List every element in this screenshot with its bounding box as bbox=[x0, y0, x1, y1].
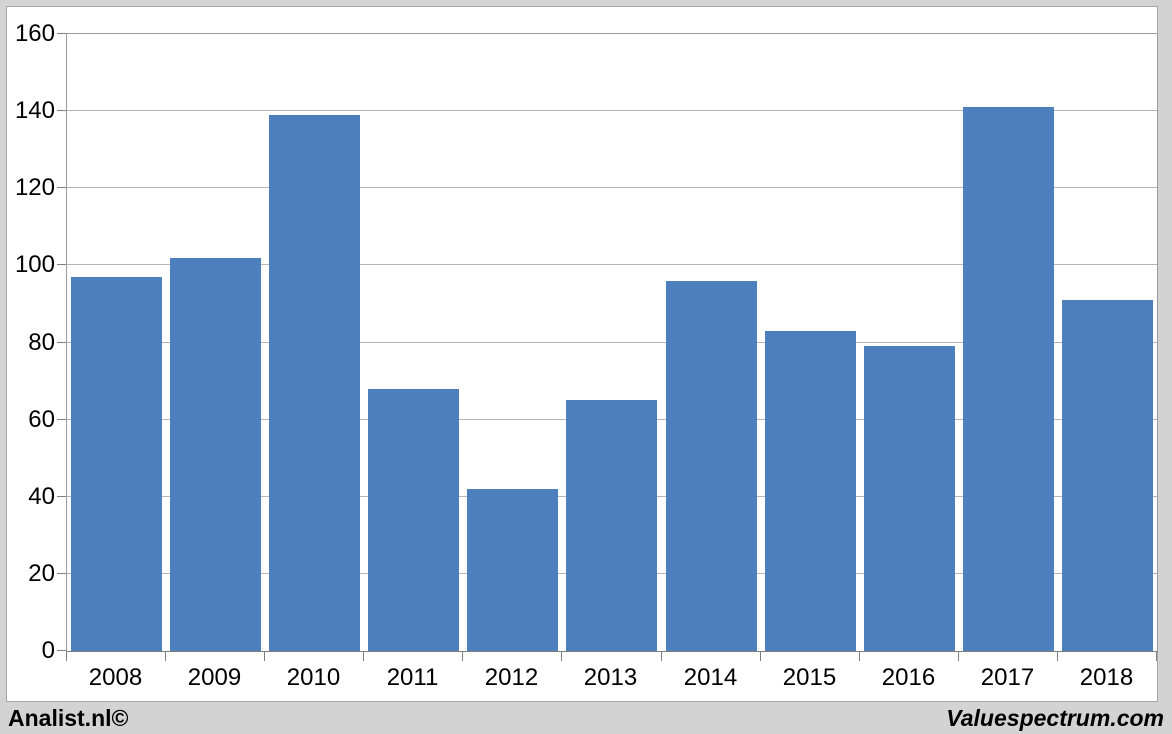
y-tick-60 bbox=[57, 419, 66, 420]
gridline-100 bbox=[67, 264, 1157, 266]
y-tick-100 bbox=[57, 264, 66, 265]
y-axis-label-160: 160 bbox=[14, 20, 55, 47]
x-tick-2 bbox=[264, 652, 265, 661]
bar-2013 bbox=[566, 400, 657, 651]
x-tick-11 bbox=[1156, 652, 1157, 661]
y-tick-80 bbox=[57, 342, 66, 343]
bar-2011 bbox=[368, 389, 459, 651]
y-axis-label-0: 0 bbox=[41, 637, 55, 664]
y-axis-label-140: 140 bbox=[14, 97, 55, 124]
x-tick-3 bbox=[363, 652, 364, 661]
gridline-140 bbox=[67, 110, 1157, 112]
y-tick-140 bbox=[57, 110, 66, 111]
y-axis-label-120: 120 bbox=[14, 174, 55, 201]
x-tick-8 bbox=[859, 652, 860, 661]
x-axis-label-2014: 2014 bbox=[683, 664, 738, 691]
y-axis-label-80: 80 bbox=[28, 329, 55, 356]
x-tick-5 bbox=[561, 652, 562, 661]
bar-2010 bbox=[269, 115, 360, 651]
x-tick-0 bbox=[66, 652, 67, 661]
y-tick-160 bbox=[57, 33, 66, 34]
x-tick-7 bbox=[760, 652, 761, 661]
bar-2017 bbox=[963, 107, 1054, 651]
attribution-bar: Analist.nl© Valuespectrum.com bbox=[0, 703, 1172, 734]
y-axis-label-40: 40 bbox=[28, 483, 55, 510]
y-axis-label-20: 20 bbox=[28, 560, 55, 587]
bar-2016 bbox=[864, 346, 955, 651]
x-tick-10 bbox=[1057, 652, 1058, 661]
analist-credit: Analist.nl© bbox=[8, 705, 129, 731]
y-tick-120 bbox=[57, 187, 66, 188]
x-axis-label-2017: 2017 bbox=[980, 664, 1035, 691]
x-axis-label-2015: 2015 bbox=[782, 664, 837, 691]
y-axis-labels: 0 20 40 60 80 100 120 140 160 bbox=[7, 22, 57, 663]
valuespectrum-credit: Valuespectrum.com bbox=[946, 705, 1164, 731]
gridline-80 bbox=[67, 341, 1157, 343]
bar-2015 bbox=[765, 331, 856, 651]
chart-panel: 0 20 40 60 80 100 120 140 160 2008 2009 2010 2011 20… bbox=[6, 6, 1158, 702]
y-tick-40 bbox=[57, 496, 66, 497]
x-axis-label-2012: 2012 bbox=[484, 664, 539, 691]
y-tick-0 bbox=[57, 650, 66, 651]
bar-2009 bbox=[170, 258, 261, 651]
bar-2014 bbox=[666, 281, 757, 651]
y-axis-label-60: 60 bbox=[28, 406, 55, 433]
x-axis-label-2008: 2008 bbox=[88, 664, 143, 691]
bar-2008 bbox=[71, 277, 162, 651]
x-axis-label-2011: 2011 bbox=[386, 664, 439, 691]
y-tick-20 bbox=[57, 573, 66, 574]
y-axis-ticks bbox=[57, 33, 66, 652]
x-axis-label-2016: 2016 bbox=[881, 664, 936, 691]
bar-2012 bbox=[467, 489, 558, 651]
plot-area bbox=[66, 33, 1158, 652]
x-tick-1 bbox=[165, 652, 166, 661]
y-axis-label-100: 100 bbox=[14, 251, 55, 278]
x-tick-4 bbox=[462, 652, 463, 661]
x-axis-label-2009: 2009 bbox=[187, 664, 242, 691]
bar-2018 bbox=[1062, 300, 1153, 651]
x-tick-6 bbox=[661, 652, 662, 661]
x-tick-9 bbox=[958, 652, 959, 661]
gridline-120 bbox=[67, 187, 1157, 189]
x-axis-labels: 2008 2009 2010 2011 2012 2013 2014 2015 2016 2017… bbox=[66, 664, 1158, 694]
x-axis-label-2013: 2013 bbox=[583, 664, 638, 691]
x-axis-label-2010: 2010 bbox=[286, 664, 341, 691]
x-axis-label-2018: 2018 bbox=[1079, 664, 1134, 691]
x-axis-ticks bbox=[66, 652, 1158, 661]
